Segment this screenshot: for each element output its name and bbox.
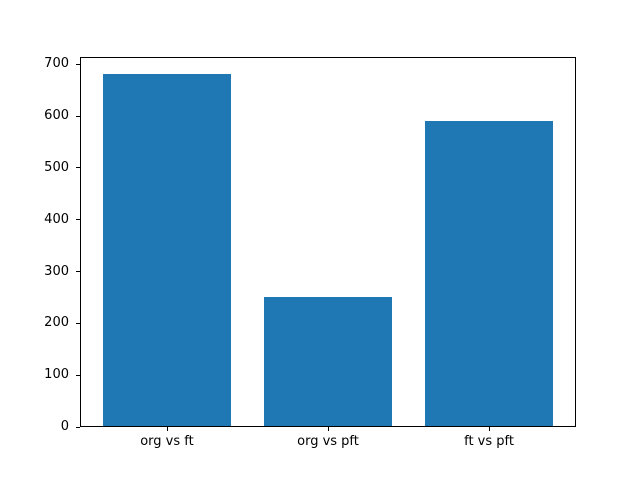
y-tick-mark xyxy=(76,63,80,65)
y-tick-label: 600 xyxy=(44,108,69,124)
x-tick-mark xyxy=(328,427,329,431)
bar-3 xyxy=(424,121,554,426)
x-tick-mark xyxy=(166,427,168,431)
y-tick-mark xyxy=(76,271,80,273)
y-tick-label: 700 xyxy=(44,56,69,72)
x-tick-label: org vs pft xyxy=(297,434,359,449)
y-tick-mark xyxy=(76,115,80,117)
y-tick-label: 100 xyxy=(44,367,69,383)
y-tick-label: 500 xyxy=(44,159,69,175)
y-tick-mark xyxy=(76,374,80,376)
y-tick-label: 300 xyxy=(44,263,69,279)
y-tick-label: 0 xyxy=(60,419,69,434)
y-tick-label: 200 xyxy=(44,315,69,331)
x-tick-label: org vs ft xyxy=(140,434,194,449)
bar-2 xyxy=(263,297,393,426)
x-tick-label: ft vs pft xyxy=(464,434,514,449)
y-tick-mark xyxy=(76,426,80,428)
plot-area xyxy=(80,57,576,427)
y-tick-mark xyxy=(76,219,80,221)
y-tick-mark xyxy=(76,167,80,169)
x-tick-mark xyxy=(489,427,491,431)
y-tick-mark xyxy=(76,322,80,324)
bar-1 xyxy=(102,74,232,426)
y-tick-label: 400 xyxy=(44,211,69,227)
